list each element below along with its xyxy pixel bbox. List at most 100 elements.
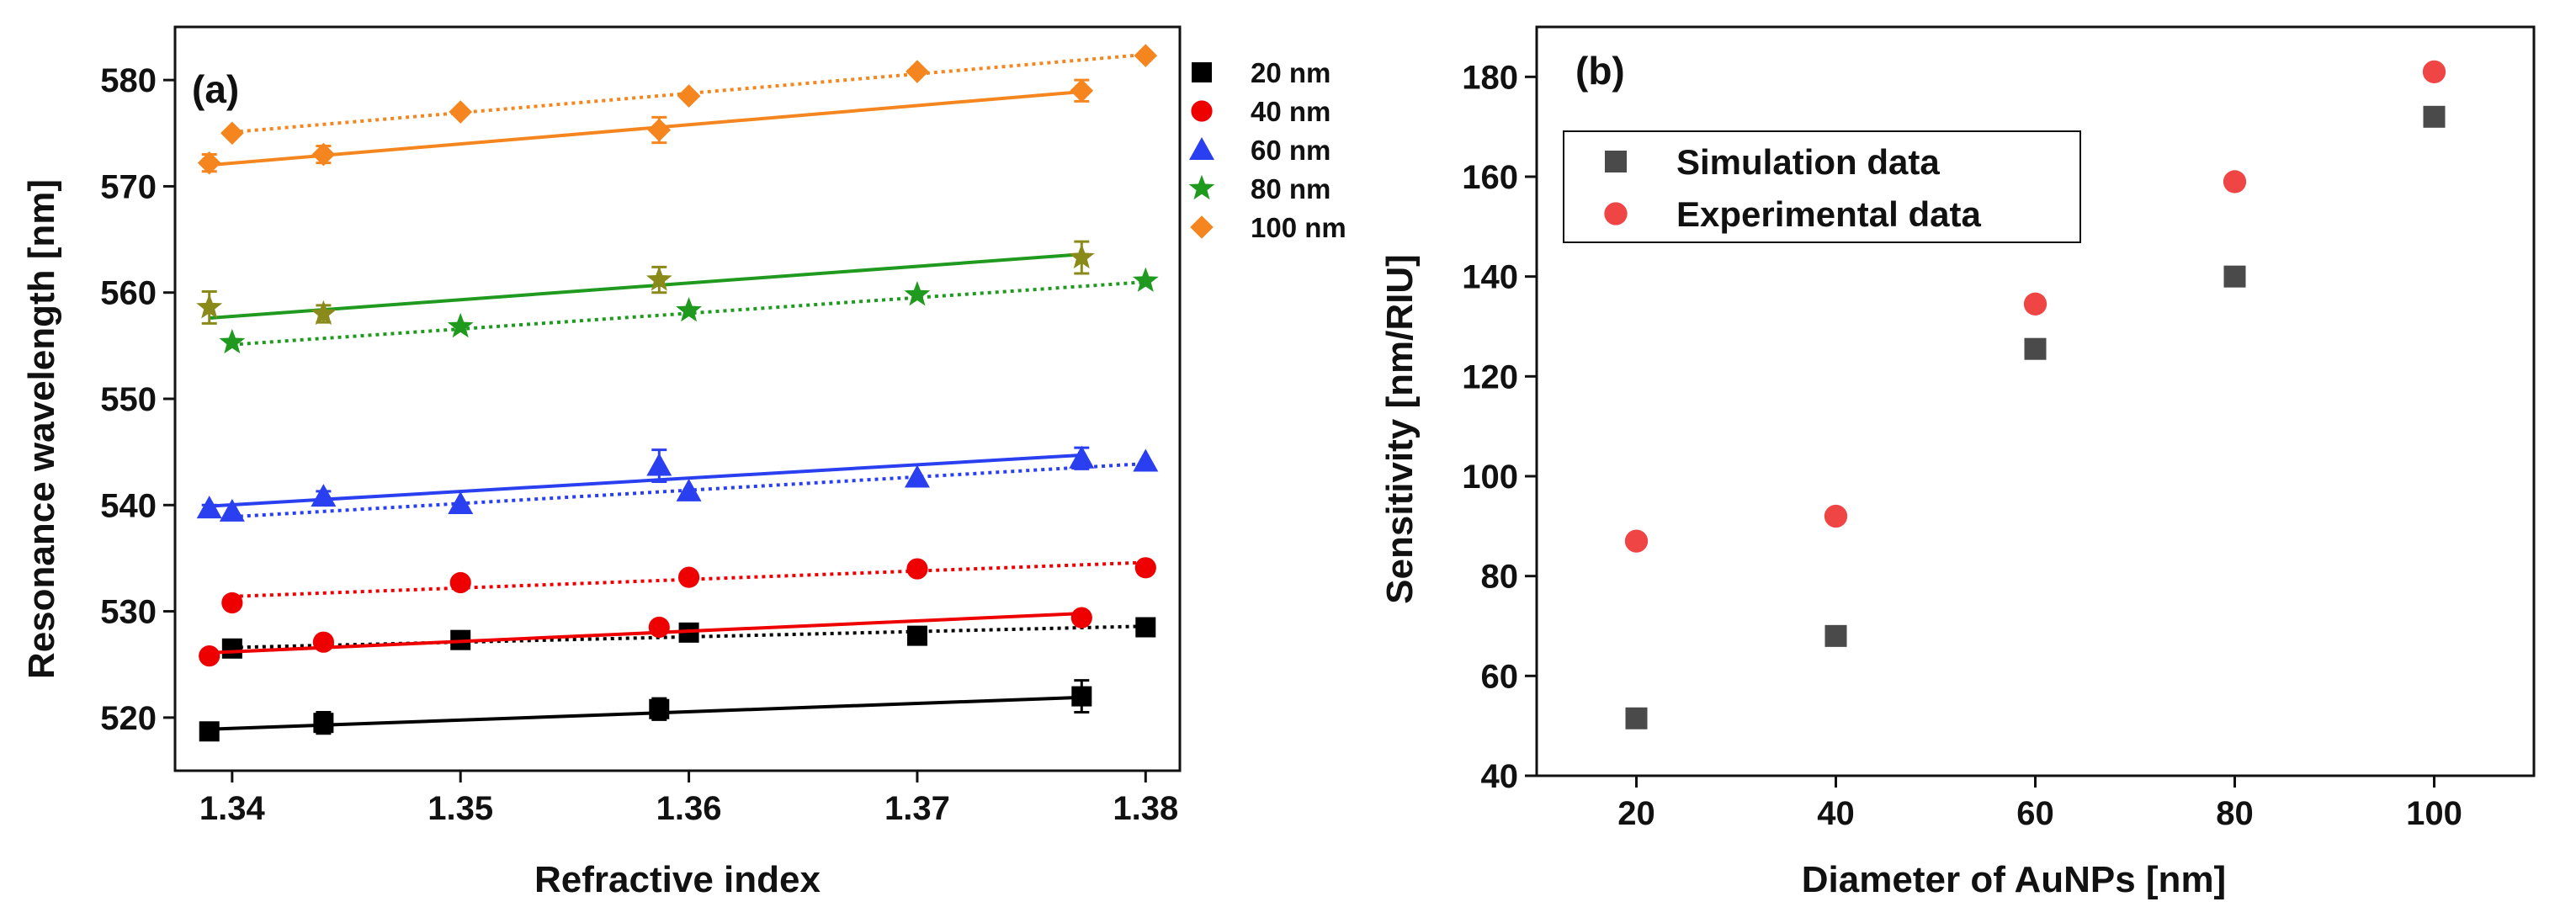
chart-b: Sensitivity [nm/RIU] Diameter of AuNPs [… — [1379, 25, 2536, 900]
chart-a-series-2-exp-point — [646, 453, 672, 476]
chart-b-series-1-point — [2223, 170, 2247, 194]
chart-a-series-3-sim-point — [447, 312, 474, 338]
chart-a-panel-label: (a) — [192, 67, 239, 111]
chart-a-series-3-exp-point — [310, 300, 337, 326]
chart-b-legend-marker-0 — [1605, 151, 1627, 172]
chart-b-ylabel: Sensitivity [nm/RIU] — [1379, 254, 1421, 604]
chart-a-series-4-sim-point — [906, 60, 929, 83]
chart-a-legend-label-4: 100 nm — [1251, 212, 1346, 243]
chart-a-series-4-sim-point — [1134, 44, 1158, 67]
chart-a-series-1-sim-point — [677, 566, 700, 588]
chart-a-series-0-exp-point — [313, 713, 334, 734]
chart-b-legend-label-1: Experimental data — [1676, 194, 1981, 234]
chart-a-series-3-sim-point — [1132, 267, 1159, 292]
chart-b-xtick-label: 60 — [2016, 795, 2054, 832]
chart-a-series-2-exp-point — [1069, 445, 1095, 469]
chart-a-ytick-label: 570 — [100, 168, 157, 205]
chart-a-series-3-sim-point — [219, 328, 246, 354]
chart-a-series-0-sim-point — [906, 625, 927, 646]
chart-a-legend-marker-3 — [1188, 174, 1215, 200]
chart-a-legend-label-1: 40 nm — [1251, 96, 1330, 127]
chart-b-ytick-label: 100 — [1462, 459, 1518, 496]
chart-a-xtick-label: 1.36 — [656, 790, 722, 827]
chart-b-ytick-label: 180 — [1462, 59, 1518, 96]
chart-a-ytick-label: 580 — [100, 62, 157, 99]
chart-b-xtick-label: 40 — [1817, 795, 1855, 832]
chart-a-series-4-sim-fit-line — [231, 52, 1146, 135]
chart-a-series-3-sim-fit-line — [231, 280, 1146, 347]
chart-a-series-0-exp-point — [199, 721, 220, 742]
chart-b-ytick-label: 160 — [1462, 159, 1518, 196]
chart-a-series-4-exp-fit-line — [209, 90, 1082, 167]
chart-a-legend-marker-0 — [1192, 62, 1212, 82]
chart-a-series-0-exp-point — [649, 698, 670, 719]
chart-a-series-1-exp-fit-line — [209, 612, 1082, 655]
chart-a-series-1-exp-point — [1070, 607, 1092, 629]
chart-a-series-3-exp-point — [196, 294, 223, 319]
chart-a-ytick-label: 520 — [100, 700, 157, 737]
chart-a-xtick-label: 1.34 — [199, 790, 266, 827]
chart-a-series-3-sim-point — [676, 296, 702, 322]
chart-a-series-4-exp-point — [311, 142, 336, 167]
chart-b-xtick-label: 100 — [2406, 795, 2462, 832]
chart-a-series-2-exp-point — [196, 496, 222, 519]
chart-a-xtick-label: 1.37 — [884, 790, 950, 827]
chart-b-xtick-label: 20 — [1617, 795, 1655, 832]
chart-a-series-3-sim-point — [904, 281, 931, 306]
chart-a-ytick-label: 560 — [100, 275, 157, 312]
chart-a-series-1-exp-point — [648, 616, 670, 639]
chart-a-legend-label-3: 80 nm — [1251, 173, 1330, 204]
chart-a-series-1-sim-point — [1134, 557, 1156, 579]
chart-a-xtick-label: 1.38 — [1113, 790, 1178, 827]
chart-a-series-0-exp-point — [1071, 686, 1092, 707]
chart-a-series-2-sim-point — [448, 491, 474, 515]
chart-b-series-0-point — [1625, 707, 1648, 729]
chart-a-series-1-exp-point — [199, 645, 220, 667]
chart-a-series-1-sim-point — [906, 558, 928, 580]
chart-a-legend-label-2: 60 nm — [1251, 135, 1330, 166]
chart-a-ytick-label: 550 — [100, 381, 157, 418]
chart-a-series-2-exp-point — [311, 484, 337, 507]
chart-a-legend-marker-2 — [1189, 137, 1214, 160]
chart-b-legend-marker-1 — [1604, 202, 1628, 225]
chart-b-ytick-label: 120 — [1462, 358, 1518, 395]
chart-b-series-0-point — [2423, 105, 2446, 128]
chart-a-series-3-exp-point — [1068, 243, 1095, 269]
chart-a-legend-marker-1 — [1191, 100, 1213, 122]
chart-a-series-4-exp-point — [197, 151, 221, 175]
chart-a-series-0-exp-fit-line — [209, 695, 1082, 731]
chart-a-series-2-exp-fit-line — [209, 453, 1082, 508]
chart-a-series-4-exp-point — [647, 118, 672, 142]
chart-a-series-1-sim-point — [449, 571, 471, 594]
chart-a-series-2-sim-point — [904, 464, 930, 488]
chart-a-series-4-exp-point — [1070, 78, 1094, 103]
chart-b-ytick-label: 140 — [1462, 259, 1518, 296]
chart-b-ytick-label: 60 — [1481, 658, 1519, 695]
chart-b-xtick-label: 80 — [2216, 795, 2254, 832]
chart-b-ytick-label: 80 — [1481, 559, 1519, 596]
chart-b-series-0-point — [1824, 624, 1847, 647]
chart-b-series-1-point — [1824, 504, 1848, 528]
chart-a-series-2-sim-point — [219, 498, 245, 522]
chart-a-ytick-label: 540 — [100, 487, 157, 524]
chart-a-series-0-sim-point — [1135, 617, 1156, 638]
chart-b-legend-box — [1563, 130, 2081, 243]
chart-a-legend-label-0: 20 nm — [1251, 57, 1330, 88]
chart-b-ytick-label: 40 — [1481, 758, 1519, 795]
chart-b-panel-label: (b) — [1575, 49, 1625, 93]
chart-a-series-4-sim-point — [449, 100, 473, 124]
chart-a-series-4-sim-point — [220, 121, 244, 146]
chart-b-xlabel: Diameter of AuNPs [nm] — [1802, 859, 2226, 900]
chart-a-series-2-sim-point — [676, 478, 702, 501]
chart-a-series-2-sim-point — [1133, 448, 1159, 472]
chart-b-legend-label-0: Simulation data — [1676, 142, 1940, 182]
chart-a-series-3-exp-fit-line — [209, 252, 1082, 321]
chart-b-series-0-point — [2223, 265, 2246, 288]
chart-b-series-1-point — [2023, 292, 2048, 316]
chart-b-series-0-point — [2024, 337, 2047, 360]
chart-a: Resonance wavelength [nm] Refractive ind… — [21, 25, 1346, 900]
chart-a-series-1-sim-point — [221, 591, 243, 614]
chart-a-legend-marker-4 — [1190, 215, 1214, 239]
chart-a-frame — [173, 25, 1182, 772]
